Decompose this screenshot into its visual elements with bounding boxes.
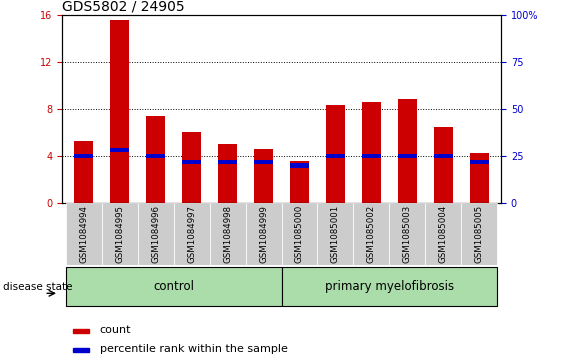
Text: GSM1085000: GSM1085000 — [295, 205, 304, 263]
Bar — [390, 203, 426, 265]
Bar — [462, 203, 498, 265]
Bar — [470, 152, 489, 203]
Text: GSM1085003: GSM1085003 — [403, 205, 412, 263]
Text: GSM1084995: GSM1084995 — [115, 205, 124, 263]
Text: GSM1084997: GSM1084997 — [187, 205, 196, 263]
Bar — [110, 148, 129, 152]
Bar — [218, 144, 238, 203]
Bar — [245, 203, 282, 265]
Text: GSM1085001: GSM1085001 — [331, 205, 340, 263]
Bar — [74, 154, 93, 158]
Bar — [74, 141, 93, 203]
Bar — [209, 203, 245, 265]
Bar — [146, 154, 166, 158]
Bar — [397, 99, 417, 203]
Text: control: control — [153, 280, 194, 293]
Bar — [182, 132, 202, 203]
Bar — [289, 163, 310, 168]
Bar — [65, 203, 101, 265]
Bar — [426, 203, 462, 265]
Bar — [354, 203, 390, 265]
Text: GSM1084996: GSM1084996 — [151, 205, 160, 263]
Text: GSM1085005: GSM1085005 — [475, 205, 484, 263]
Bar — [137, 203, 173, 265]
Text: percentile rank within the sample: percentile rank within the sample — [100, 344, 288, 354]
Bar — [253, 149, 274, 203]
Bar — [282, 267, 498, 306]
Bar — [325, 105, 345, 203]
Bar — [470, 160, 489, 164]
Bar — [65, 267, 282, 306]
Bar — [101, 203, 137, 265]
Bar — [173, 203, 209, 265]
Bar — [253, 160, 274, 164]
Text: GDS5802 / 24905: GDS5802 / 24905 — [62, 0, 185, 13]
Bar — [73, 348, 88, 352]
Bar — [182, 160, 202, 164]
Bar — [361, 154, 381, 158]
Bar — [434, 154, 453, 158]
Text: GSM1085002: GSM1085002 — [367, 205, 376, 263]
Bar — [146, 116, 166, 203]
Bar — [282, 203, 318, 265]
Bar — [110, 20, 129, 203]
Bar — [361, 102, 381, 203]
Bar — [318, 203, 354, 265]
Bar — [325, 154, 345, 158]
Bar — [434, 127, 453, 203]
Text: GSM1084999: GSM1084999 — [259, 205, 268, 263]
Text: GSM1084998: GSM1084998 — [223, 205, 232, 263]
Bar — [73, 330, 88, 333]
Text: count: count — [100, 325, 131, 335]
Text: primary myelofibrosis: primary myelofibrosis — [325, 280, 454, 293]
Text: GSM1085004: GSM1085004 — [439, 205, 448, 263]
Bar — [289, 161, 310, 203]
Bar — [397, 154, 417, 158]
Text: GSM1084994: GSM1084994 — [79, 205, 88, 263]
Bar — [218, 160, 238, 164]
Text: disease state: disease state — [3, 282, 72, 292]
